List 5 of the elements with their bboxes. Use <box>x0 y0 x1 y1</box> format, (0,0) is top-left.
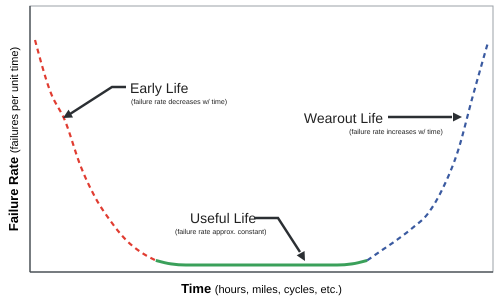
annotation: Early Life <box>130 80 189 96</box>
annotation: Wearout Life <box>304 110 384 126</box>
y-axis-title: Failure Rate (failures per unit time) <box>6 46 21 232</box>
annotation: Useful Life <box>190 210 256 226</box>
x-axis-title: Time (hours, miles, cycles, etc.) <box>181 281 342 296</box>
